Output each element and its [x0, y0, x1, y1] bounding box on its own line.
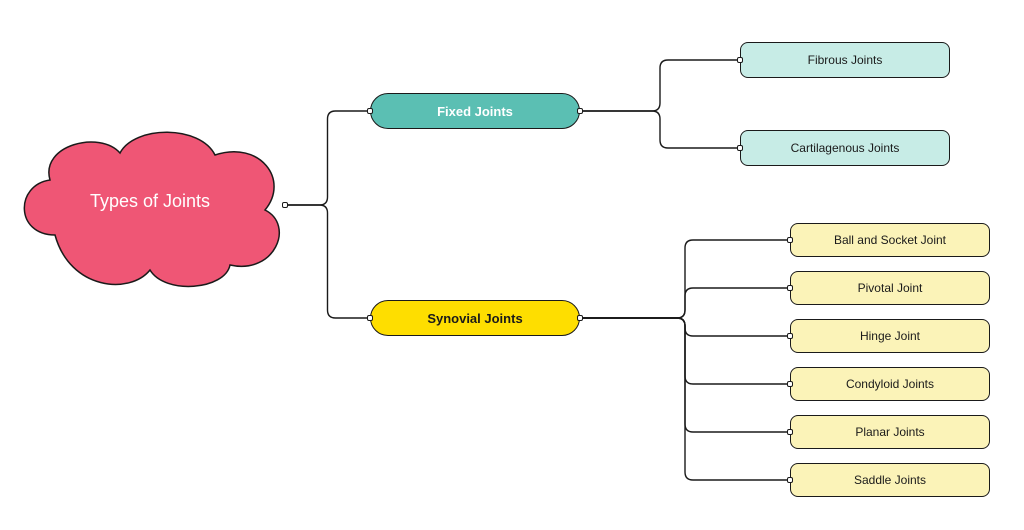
connector-endpoint [367, 108, 373, 114]
leaf-node: Hinge Joint [790, 319, 990, 353]
connector-endpoint [367, 315, 373, 321]
leaf-label: Ball and Socket Joint [834, 233, 946, 247]
connector-endpoint [577, 108, 583, 114]
connector-endpoint [577, 315, 583, 321]
branch-label: Synovial Joints [427, 311, 522, 326]
leaf-node: Cartilagenous Joints [740, 130, 950, 166]
connector-endpoint [787, 429, 793, 435]
diagram-canvas: Types of Joints Fixed JointsFibrous Join… [0, 0, 1024, 530]
connector-endpoint [737, 145, 743, 151]
connector-endpoint [787, 333, 793, 339]
leaf-node: Saddle Joints [790, 463, 990, 497]
root-cloud [15, 125, 285, 285]
leaf-node: Fibrous Joints [740, 42, 950, 78]
leaf-label: Saddle Joints [854, 473, 926, 487]
branch-fixed: Fixed Joints [370, 93, 580, 129]
connector-endpoint [787, 477, 793, 483]
branch-synovial: Synovial Joints [370, 300, 580, 336]
leaf-label: Cartilagenous Joints [791, 141, 900, 155]
connector-endpoint [737, 57, 743, 63]
branch-label: Fixed Joints [437, 104, 513, 119]
leaf-label: Pivotal Joint [858, 281, 923, 295]
leaf-node: Condyloid Joints [790, 367, 990, 401]
connector-endpoint [787, 381, 793, 387]
leaf-node: Ball and Socket Joint [790, 223, 990, 257]
connector-endpoint [787, 237, 793, 243]
leaf-node: Pivotal Joint [790, 271, 990, 305]
leaf-label: Planar Joints [855, 425, 924, 439]
connector-endpoint [787, 285, 793, 291]
leaf-label: Fibrous Joints [808, 53, 883, 67]
leaf-label: Hinge Joint [860, 329, 920, 343]
leaf-node: Planar Joints [790, 415, 990, 449]
connector-endpoint [282, 202, 288, 208]
leaf-label: Condyloid Joints [846, 377, 934, 391]
